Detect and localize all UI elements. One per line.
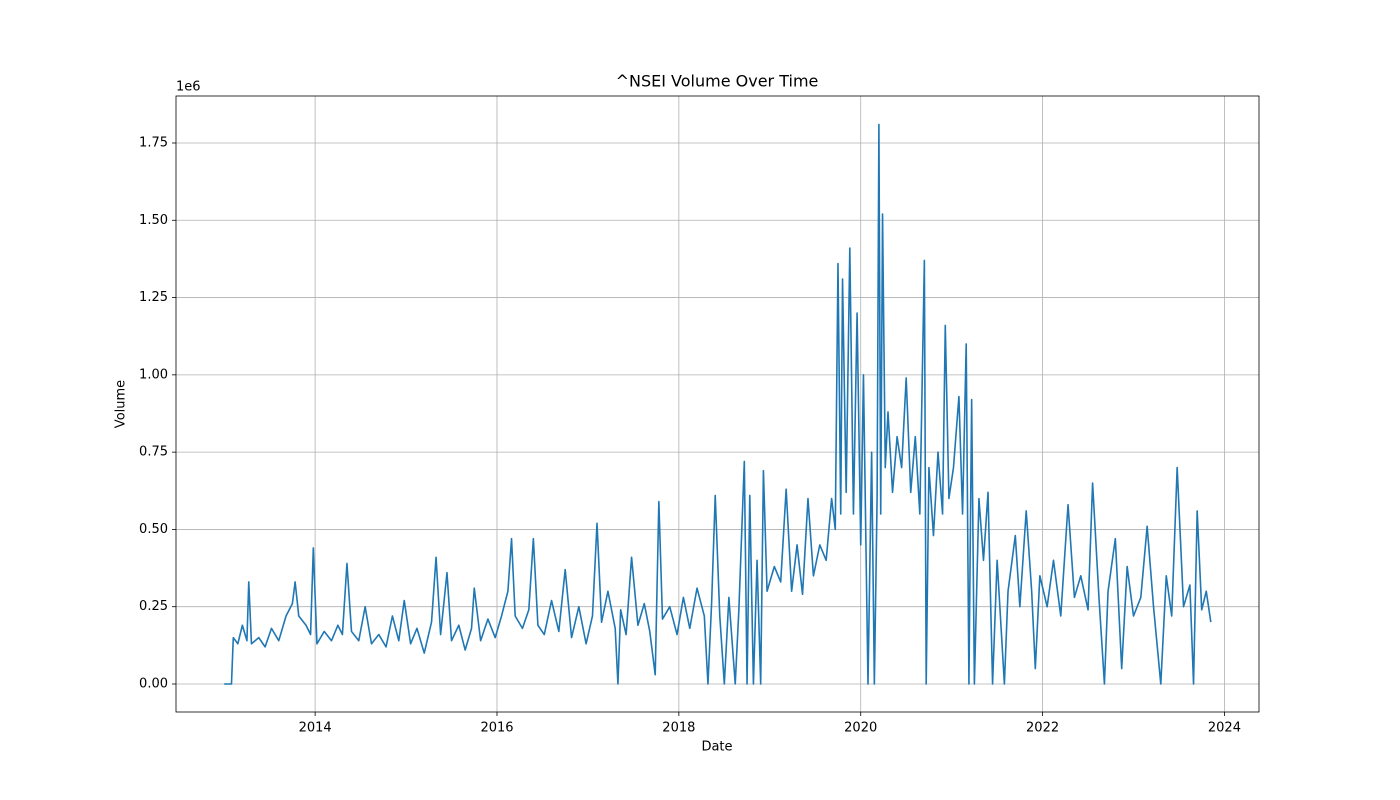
y-tick-label: 0.75	[139, 445, 168, 460]
y-offset-label: 1e6	[176, 80, 201, 95]
x-tick-label: 2016	[480, 721, 513, 736]
y-tick-label: 0.25	[139, 599, 168, 614]
x-tick-label: 2024	[1208, 721, 1241, 736]
y-tick-label: 1.00	[139, 367, 168, 382]
chart-title: ^NSEI Volume Over Time	[616, 72, 819, 91]
x-tick-label: 2018	[662, 721, 695, 736]
y-tick-label: 1.25	[139, 290, 168, 305]
y-tick-label: 0.00	[139, 676, 168, 691]
plot	[224, 123, 1212, 685]
axes-frame	[175, 95, 1260, 713]
grid	[176, 96, 1259, 712]
x-axis-label: Date	[701, 740, 732, 755]
x-tick-label: 2022	[1026, 721, 1059, 736]
y-axis-label: Volume	[114, 380, 129, 428]
line-series	[224, 123, 1212, 685]
x-tick-label: 2020	[844, 721, 877, 736]
y-tick-label: 1.75	[139, 135, 168, 150]
y-tick-label: 1.50	[139, 213, 168, 228]
x-tick-label: 2014	[299, 721, 332, 736]
y-tick-label: 0.50	[139, 522, 168, 537]
